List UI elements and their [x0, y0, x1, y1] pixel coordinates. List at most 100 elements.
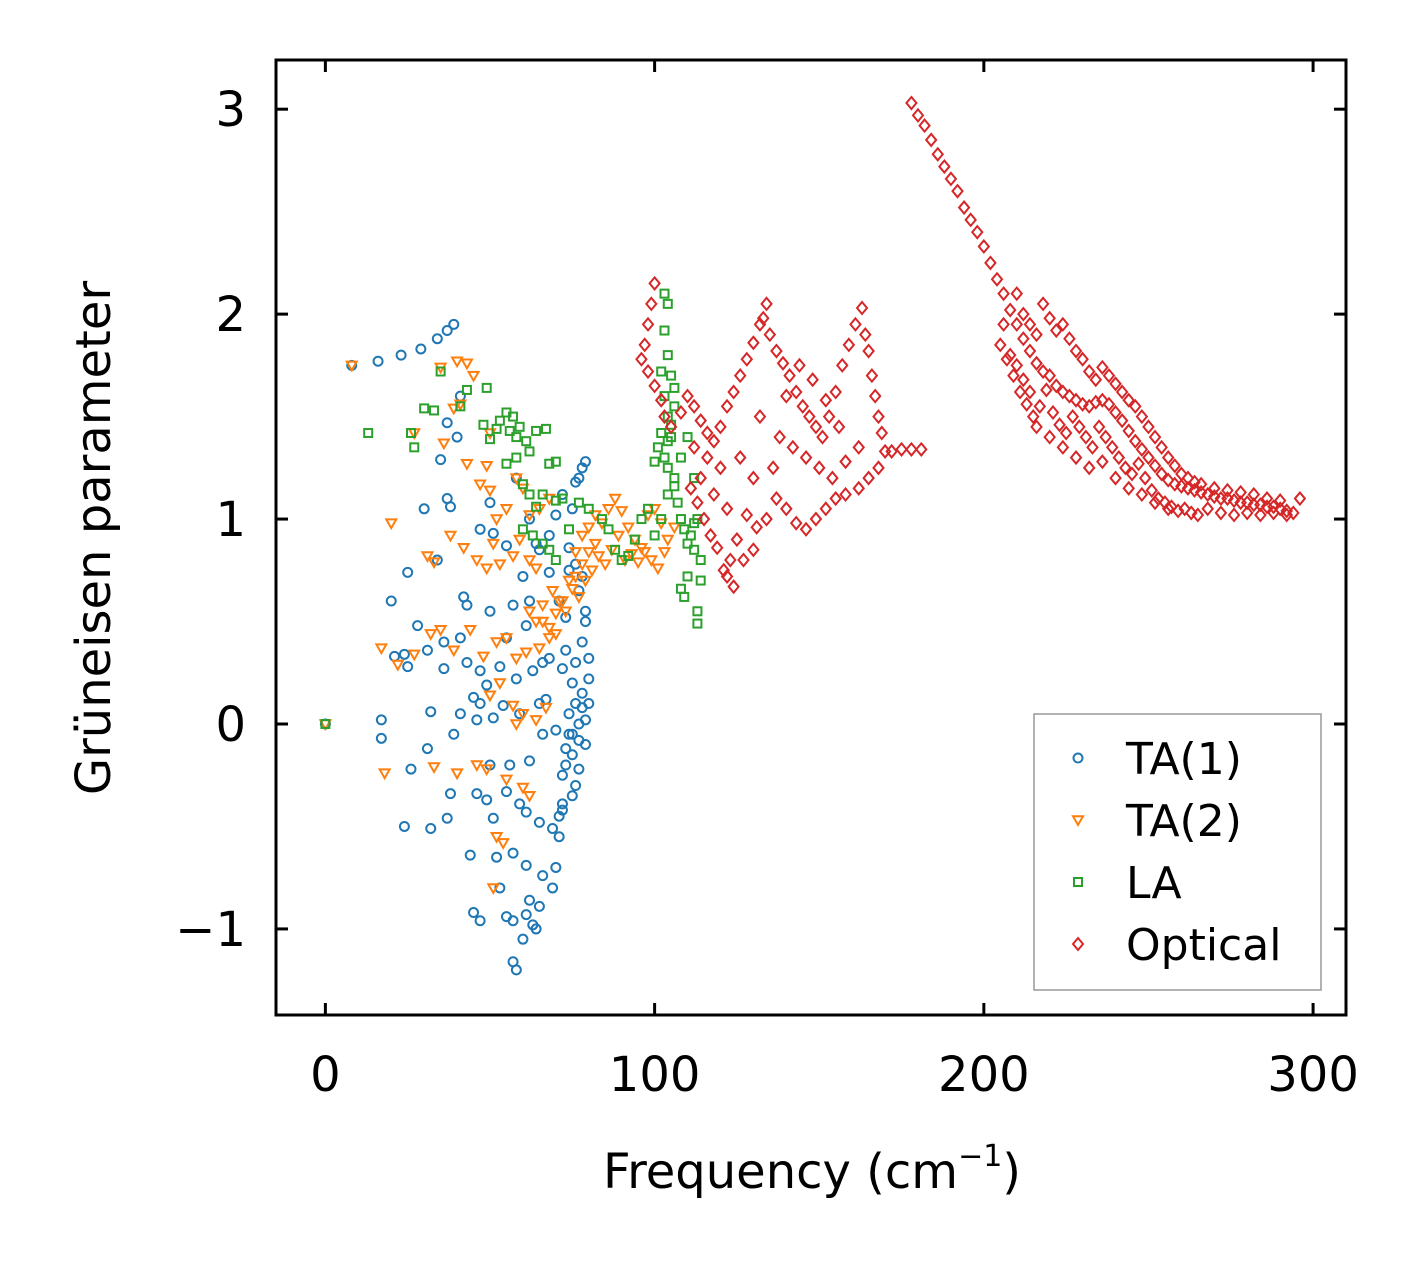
data-point: [524, 755, 536, 767]
data-point: [747, 470, 760, 486]
data-point: [568, 571, 583, 584]
data-point: [550, 509, 562, 521]
data-point: [421, 644, 433, 656]
data-point: [682, 432, 693, 443]
data-point: [1102, 396, 1116, 412]
data-point: [679, 524, 690, 535]
data-point: [623, 550, 634, 561]
data-point: [470, 760, 484, 772]
data-point: [809, 511, 823, 527]
data-point: [527, 665, 539, 677]
data-point: [484, 497, 496, 509]
data-point: [471, 788, 483, 800]
data-point: [610, 544, 621, 555]
data-point: [773, 429, 787, 445]
data-point: [852, 480, 866, 496]
data-point: [692, 618, 703, 629]
data-point: [656, 366, 667, 377]
data-point: [1267, 499, 1280, 515]
data-point: [672, 497, 683, 508]
data-point: [720, 398, 734, 414]
data-point: [466, 370, 481, 383]
data-point: [524, 513, 536, 525]
data-point: [611, 530, 626, 543]
data-point: [829, 384, 842, 400]
data-point: [549, 629, 563, 641]
data-point: [557, 493, 568, 504]
data-point: [1030, 355, 1043, 371]
data-point: [687, 398, 701, 414]
data-point: [496, 838, 510, 850]
data-point: [588, 538, 603, 551]
data-point: [441, 417, 453, 429]
data-point: [1273, 501, 1287, 517]
data-point: [579, 714, 591, 726]
data-point: [1026, 409, 1040, 425]
data-point: [563, 728, 575, 740]
data-point: [556, 798, 568, 810]
data-point: [1171, 503, 1185, 519]
data-point: [1076, 351, 1089, 367]
data-point: [582, 547, 596, 559]
data-point: [1287, 505, 1300, 521]
data-point: [638, 547, 652, 559]
data-point: [486, 883, 501, 895]
data-point: [1017, 372, 1030, 388]
data-point: [624, 549, 639, 561]
data-point: [707, 486, 721, 503]
data-point: [409, 442, 420, 453]
data-point: [507, 847, 519, 859]
data-point: [651, 563, 665, 576]
data-point: [839, 454, 852, 470]
data-point: [1161, 472, 1175, 488]
data-point: [799, 450, 813, 466]
data-point: [556, 769, 568, 781]
y-tick-label: 0: [215, 697, 246, 753]
data-point: [520, 806, 532, 818]
data-point: [750, 519, 763, 535]
series-ta-1-: [319, 318, 595, 976]
data-point: [531, 501, 542, 512]
data-point: [481, 794, 493, 806]
data-point: [865, 368, 879, 384]
data-point: [473, 479, 487, 492]
data-point: [669, 401, 680, 412]
data-point: [550, 456, 561, 467]
data-point: [1013, 384, 1027, 400]
data-point: [1096, 454, 1109, 470]
data-point: [461, 384, 472, 395]
data-point: [563, 708, 575, 720]
data-point: [499, 633, 514, 645]
data-point: [806, 372, 819, 388]
data-point: [427, 557, 441, 570]
data-point: [654, 392, 668, 408]
data-point: [483, 690, 497, 703]
data-point: [573, 763, 585, 775]
data-point: [1069, 450, 1083, 466]
data-point: [780, 388, 793, 404]
data-point: [435, 454, 447, 466]
data-point: [763, 327, 777, 343]
data-point: [905, 441, 918, 457]
data-point: [509, 473, 524, 486]
data-point: [675, 452, 686, 463]
data-point: [675, 583, 686, 594]
data-point: [819, 501, 833, 517]
data-point: [566, 728, 578, 740]
data-point: [1115, 413, 1129, 429]
data-point: [816, 429, 829, 445]
data-point: [1043, 310, 1056, 326]
data-point: [522, 606, 537, 619]
data-point: [560, 611, 572, 623]
data-point: [695, 575, 706, 586]
data-point: [649, 530, 660, 541]
data-point: [740, 351, 754, 367]
data-point: [868, 388, 882, 404]
data-point: [895, 441, 908, 457]
data-point: [402, 661, 414, 673]
data-point: [1059, 425, 1073, 441]
data-point: [1056, 384, 1070, 400]
data-point: [918, 118, 931, 134]
data-point: [427, 762, 441, 775]
data-point: [1161, 501, 1175, 517]
